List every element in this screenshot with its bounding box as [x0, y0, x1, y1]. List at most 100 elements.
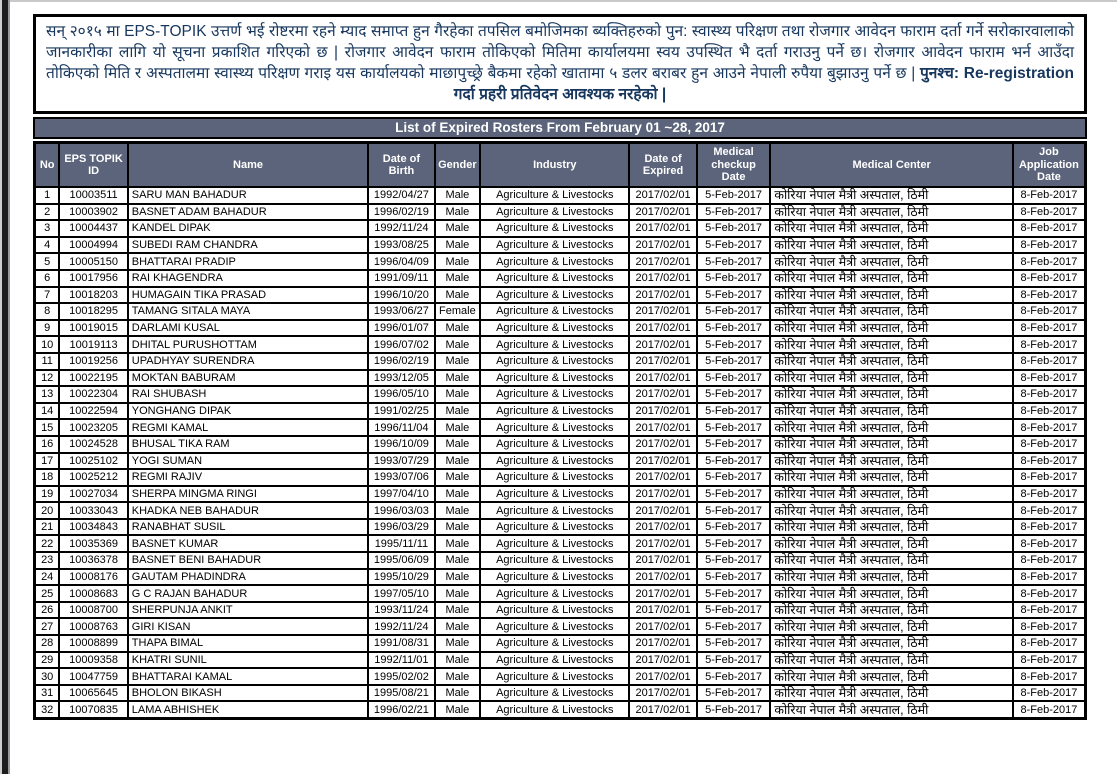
table-cell: कोरिया नेपाल मैत्री अस्पताल, ठिमी — [769, 268, 1014, 288]
table-cell: 5-Feb-2017 — [695, 667, 772, 686]
table-cell: 8 — [33, 302, 61, 321]
column-header: EPS TOPIK ID — [58, 141, 129, 188]
table-cell: 2017/02/01 — [628, 302, 698, 321]
table-cell: कोरिया नेपाल मैत्री अस्पताल, ठिमी — [769, 235, 1014, 255]
table-cell: 11 — [33, 351, 61, 371]
table-cell: 2017/02/01 — [628, 683, 698, 703]
table-cell: Agriculture & Livestocks — [479, 252, 631, 271]
table-cell: 10036378 — [58, 551, 129, 570]
page-left-edge-dark — [2, 0, 8, 774]
table-cell: 5-Feb-2017 — [695, 401, 772, 421]
table-cell: 10019113 — [58, 335, 129, 354]
table-cell: 1995/10/29 — [367, 567, 436, 587]
table-cell: 2017/02/01 — [628, 700, 698, 720]
table-cell: 5-Feb-2017 — [695, 600, 772, 620]
table-cell: 8-Feb-2017 — [1011, 700, 1087, 720]
column-header: Medical Center — [769, 141, 1014, 188]
table-cell: Agriculture & Livestocks — [479, 551, 631, 570]
table-cell: कोरिया नेपाल मैत्री अस्पताल, ठिमी — [769, 318, 1014, 338]
table-row: 12 10022195 MOKTAN BABURAM 1993/12/05 Male Ag… — [33, 368, 1087, 388]
table-cell: DHITAL PURUSHOTTAM — [126, 335, 370, 354]
table-cell: Agriculture & Livestocks — [479, 368, 631, 388]
table-cell: कोरिया नेपाल मैत्री अस्पताल, ठिमी — [769, 551, 1014, 570]
table-cell: Agriculture & Livestocks — [479, 235, 631, 255]
table-cell: Agriculture & Livestocks — [479, 202, 631, 222]
table-cell: RAI SHUBASH — [126, 385, 370, 404]
table-cell: 10017956 — [58, 268, 129, 288]
table-cell: 2017/02/01 — [628, 351, 698, 371]
table-cell: Male — [433, 534, 482, 554]
table-cell: 5-Feb-2017 — [695, 700, 772, 720]
table-cell: Male — [433, 318, 482, 338]
table-cell: 5-Feb-2017 — [695, 683, 772, 703]
table-cell: 2017/02/01 — [628, 235, 698, 255]
table-cell: 2017/02/01 — [628, 484, 698, 504]
table-cell: 1997/04/10 — [367, 484, 436, 504]
table-row: 27 10008763 GIRI KISAN 1992/11/24 Male Agricu… — [33, 617, 1087, 637]
table-row: 32 10070835 LAMA ABHISHEK 1996/02/21 Male Agr… — [33, 700, 1087, 720]
table-cell: Agriculture & Livestocks — [479, 351, 631, 371]
table-cell: 23 — [33, 551, 61, 570]
table-cell: BHUSAL TIKA RAM — [126, 434, 370, 454]
table-cell: 2017/02/01 — [628, 219, 698, 238]
table-cell: 1993/06/27 — [367, 302, 436, 321]
table-cell: 10008700 — [58, 600, 129, 620]
table-cell: 7 — [33, 285, 61, 305]
table-cell: Male — [433, 385, 482, 404]
table-cell: Male — [433, 434, 482, 454]
table-cell: 5-Feb-2017 — [695, 385, 772, 404]
table-cell: 5-Feb-2017 — [695, 617, 772, 637]
table-cell: 2017/02/01 — [628, 667, 698, 686]
table-cell: 5-Feb-2017 — [695, 434, 772, 454]
table-cell: कोरिया नेपाल मैत्री अस्पताल, ठिमी — [769, 468, 1014, 487]
table-row: 1 10003511 SARU MAN BAHADUR 1992/04/27 Male A… — [33, 186, 1087, 205]
table-cell: SHERPA MINGMA RINGI — [126, 484, 370, 504]
table-cell: Male — [433, 468, 482, 487]
table-cell: कोरिया नेपाल मैत्री अस्पताल, ठिमी — [769, 700, 1014, 720]
table-cell: 5-Feb-2017 — [695, 186, 772, 205]
table-cell: 5-Feb-2017 — [695, 650, 772, 670]
table-cell: Agriculture & Livestocks — [479, 285, 631, 305]
table-cell: HUMAGAIN TIKA PRASAD — [126, 285, 370, 305]
table-cell: कोरिया नेपाल मैत्री अस्पताल, ठिमी — [769, 368, 1014, 388]
table-cell: Male — [433, 219, 482, 238]
table-row: 24 10008176 GAUTAM PHADINDRA 1995/10/29 Male… — [33, 567, 1087, 587]
table-cell: 1991/08/31 — [367, 634, 436, 653]
table-cell: कोरिया नेपाल मैत्री अस्पताल, ठिमी — [769, 252, 1014, 271]
table-cell: Male — [433, 584, 482, 603]
page-top-edge — [0, 0, 1117, 2]
table-cell: Agriculture & Livestocks — [479, 700, 631, 720]
table-cell: Agriculture & Livestocks — [479, 534, 631, 554]
table-cell: Male — [433, 252, 482, 271]
table-cell: Agriculture & Livestocks — [479, 335, 631, 354]
table-cell: 5-Feb-2017 — [695, 567, 772, 587]
table-cell: RAI KHAGENDRA — [126, 268, 370, 288]
table-cell: 2017/02/01 — [628, 285, 698, 305]
column-header: Medical checkup Date — [695, 141, 772, 188]
table-cell: YOGI SUMAN — [126, 451, 370, 471]
table-row: 23 10036378 BASNET BENI BAHADUR 1995/06/09 M… — [33, 551, 1087, 570]
table-cell: BHOLON BIKASH — [126, 683, 370, 703]
table-cell: 10070835 — [58, 700, 129, 720]
table-cell: 5-Feb-2017 — [695, 235, 772, 255]
table-cell: कोरिया नेपाल मैत्री अस्पताल, ठिमी — [769, 202, 1014, 222]
table-cell: 1992/11/24 — [367, 219, 436, 238]
table-cell: BASNET BENI BAHADUR — [126, 551, 370, 570]
table-cell: 5-Feb-2017 — [695, 318, 772, 338]
table-cell: 1996/02/21 — [367, 700, 436, 720]
table-row: 17 10025102 YOGI SUMAN 1993/07/29 Male Agricu… — [33, 451, 1087, 471]
table-cell: Male — [433, 418, 482, 437]
table-cell: Male — [433, 517, 482, 537]
table-cell: Agriculture & Livestocks — [479, 385, 631, 404]
table-cell: कोरिया नेपाल मैत्री अस्पताल, ठिमी — [769, 285, 1014, 305]
table-cell: Agriculture & Livestocks — [479, 401, 631, 421]
table-cell: कोरिया नेपाल मैत्री अस्पताल, ठिमी — [769, 634, 1014, 653]
notice-text: सन् २०१५ मा EPS-TOPIK उत्तर्ण भई रोष्टरम… — [46, 23, 1074, 82]
table-cell: 10027034 — [58, 484, 129, 504]
table-cell: 5-Feb-2017 — [695, 252, 772, 271]
table-cell: Male — [433, 202, 482, 222]
table-cell: 10022195 — [58, 368, 129, 388]
table-cell: 10047759 — [58, 667, 129, 686]
table-cell: कोरिया नेपाल मैत्री अस्पताल, ठिमी — [769, 451, 1014, 471]
table-cell: 8-Feb-2017 — [1011, 202, 1087, 222]
